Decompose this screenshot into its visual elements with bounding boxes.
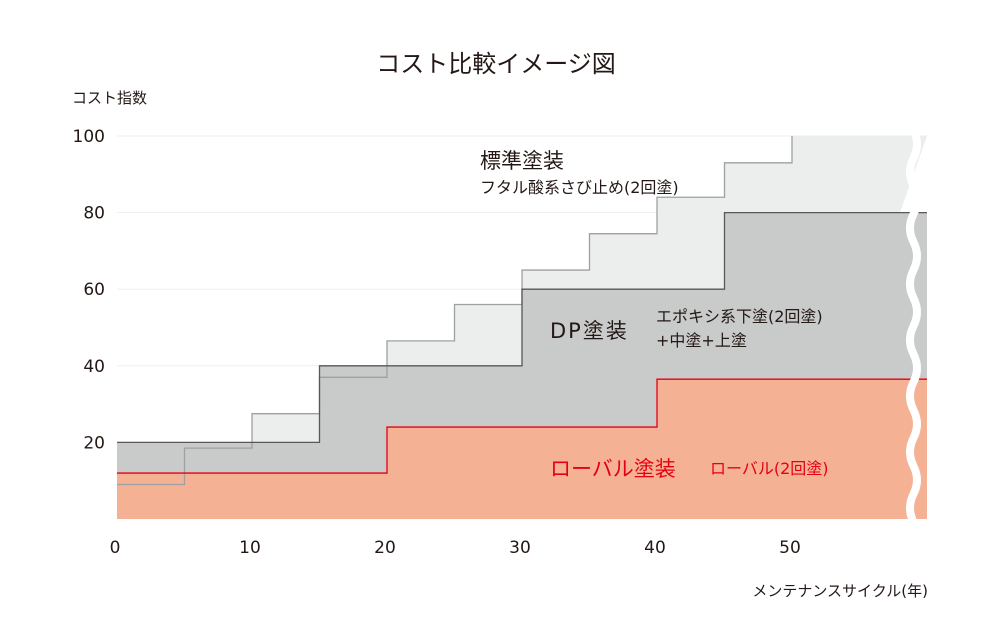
series-note-roval: ローバル(2回塗) bbox=[710, 459, 829, 478]
x-tick-label-0: 0 bbox=[110, 538, 121, 558]
axis-break-layer bbox=[906, 126, 921, 554]
series-line-roval bbox=[117, 378, 927, 474]
chart-title: コスト比較イメージ図 bbox=[376, 50, 616, 78]
x-tick-label-10: 10 bbox=[239, 538, 261, 558]
x-tick-label-20: 20 bbox=[374, 538, 396, 558]
series-area-roval bbox=[117, 379, 927, 519]
y-tick-label-100: 100 bbox=[73, 127, 105, 147]
tick-label-layer: 20 40 60 80 100 0 10 20 30 40 50 bbox=[73, 127, 801, 558]
x-tick-label-50: 50 bbox=[779, 538, 801, 558]
series-note-standard: フタル酸系さび止め(2回塗) bbox=[480, 178, 679, 197]
series-line-standard bbox=[117, 136, 793, 486]
y-tick-label-60: 60 bbox=[83, 280, 105, 300]
x-tick-label-40: 40 bbox=[644, 538, 666, 558]
series-label-roval: ローバル塗装 bbox=[550, 457, 676, 481]
series-line-layer bbox=[117, 136, 927, 486]
series-note-dp-line2: +中塗+上塗 bbox=[656, 331, 747, 350]
y-tick-label-20: 20 bbox=[83, 433, 105, 453]
x-tick-label-30: 30 bbox=[509, 538, 531, 558]
axis-break-mark bbox=[906, 126, 921, 554]
series-label-standard: 標準塗装 bbox=[480, 149, 564, 173]
y-tick-label-80: 80 bbox=[83, 204, 105, 224]
series-label-dp: DP塗装 bbox=[550, 319, 629, 343]
y-axis-label: コスト指数 bbox=[72, 89, 147, 107]
series-note-dp-line1: エポキシ系下塗(2回塗) bbox=[656, 307, 823, 326]
y-tick-label-40: 40 bbox=[83, 357, 105, 377]
x-axis-label: メンテナンスサイクル(年) bbox=[752, 582, 928, 600]
series-line-dp bbox=[117, 211, 927, 444]
